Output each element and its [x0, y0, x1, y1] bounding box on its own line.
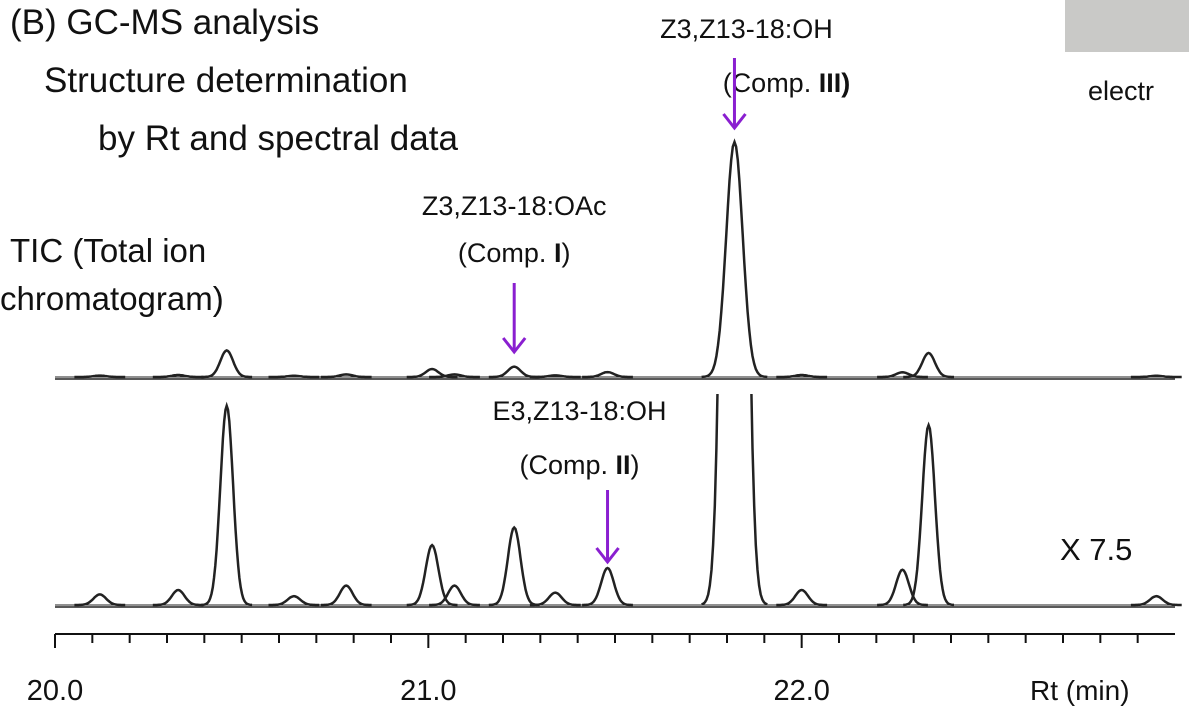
peak	[701, 394, 768, 606]
annotation-label: E3,Z13-18:OH	[492, 396, 666, 426]
arrow-head	[722, 113, 747, 131]
peak	[74, 593, 126, 607]
peak	[582, 370, 633, 379]
annotation-part: )	[561, 238, 570, 268]
peak	[74, 374, 126, 379]
peak	[429, 584, 480, 607]
annotation-part: (Comp.	[458, 238, 554, 268]
annotation-compound: (Comp. I)	[458, 238, 571, 268]
peak	[1130, 594, 1182, 607]
peak	[320, 373, 372, 379]
peak	[701, 138, 768, 379]
peak	[776, 373, 828, 379]
peak	[201, 401, 253, 607]
annotation-part: (Comp.	[723, 68, 819, 98]
magnification-label: X 7.5	[1060, 532, 1132, 567]
peak	[488, 525, 540, 607]
trace-label: TIC (Total ion	[10, 232, 206, 269]
annotation-part: III)	[819, 68, 851, 98]
peak	[529, 374, 581, 379]
peak	[877, 568, 928, 607]
annotation-part: II	[616, 450, 631, 480]
peak	[201, 349, 253, 379]
arrow-head	[502, 337, 527, 355]
peak	[903, 351, 954, 379]
annotation-label: Z3,Z13-18:OH	[660, 14, 833, 44]
peak	[529, 591, 581, 607]
x-tick-label: 22.0	[773, 675, 829, 707]
peak	[582, 566, 633, 607]
annotation-label: Z3,Z13-18:OAc	[422, 191, 607, 221]
arrow-head	[595, 547, 620, 565]
peak	[268, 374, 320, 379]
x-tick-label: 21.0	[400, 675, 456, 707]
photo-crop	[1065, 0, 1189, 52]
x-axis-label: Rt (min)	[1030, 675, 1130, 706]
annotation-compound: (Comp. II)	[520, 450, 640, 480]
corner-text: electr	[1088, 76, 1154, 106]
peak	[1130, 374, 1182, 379]
peak	[776, 588, 828, 607]
peak	[320, 584, 372, 607]
peak	[152, 588, 204, 607]
title-line: (B) GC-MS analysis	[10, 3, 319, 42]
title-line: by Rt and spectral data	[98, 119, 458, 158]
peak	[268, 594, 320, 607]
annotation-part: (Comp.	[520, 450, 616, 480]
title-line: Structure determination	[44, 61, 408, 100]
x-tick-label: 20.0	[27, 675, 83, 707]
annotation-compound: (Comp. III)	[723, 68, 851, 98]
annotation-part: )	[631, 450, 640, 480]
peak	[877, 371, 928, 379]
peak	[152, 373, 204, 379]
peak	[406, 543, 458, 607]
peak	[406, 367, 458, 379]
annotation-part: I	[554, 238, 562, 268]
peak	[488, 365, 540, 379]
peak	[429, 373, 480, 379]
magnified-trace	[55, 394, 1182, 608]
trace-label: chromatogram)	[0, 280, 224, 317]
peak	[903, 421, 954, 607]
